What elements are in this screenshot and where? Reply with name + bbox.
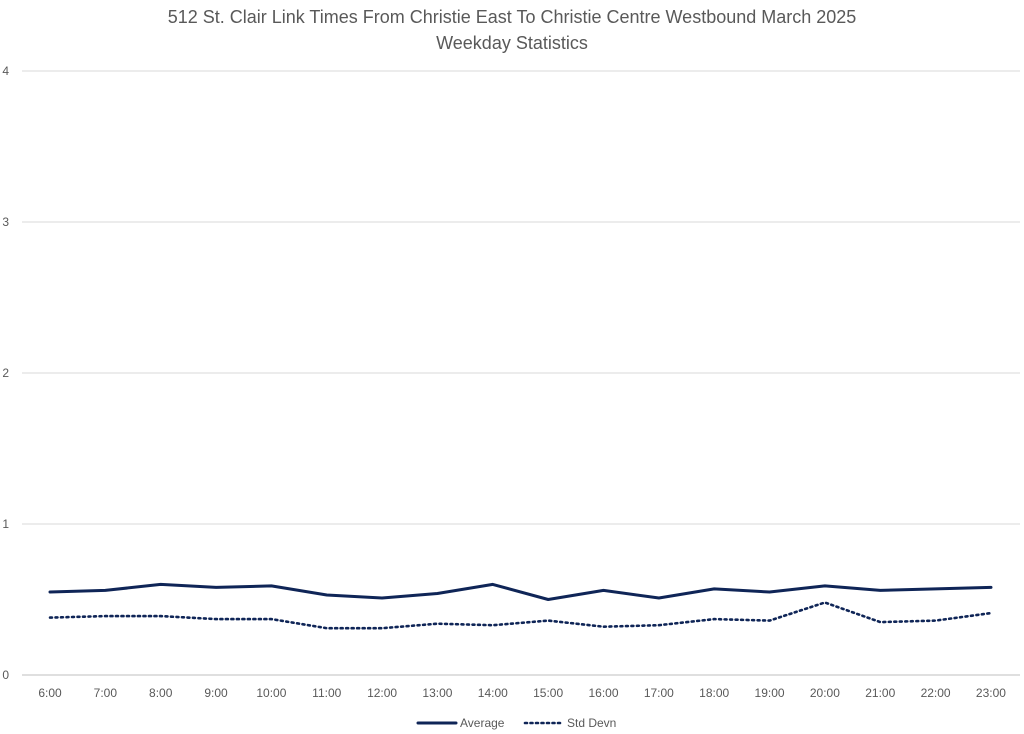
x-tick-label: 8:00 xyxy=(149,686,173,700)
x-tick-label: 12:00 xyxy=(367,686,397,700)
y-tick-label: 2 xyxy=(2,366,9,380)
x-tick-label: 22:00 xyxy=(921,686,951,700)
legend-label: Average xyxy=(460,716,505,730)
chart-title-line1: 512 St. Clair Link Times From Christie E… xyxy=(167,7,857,27)
series-line-average xyxy=(48,582,993,601)
x-tick-label: 16:00 xyxy=(588,686,618,700)
x-tick-label: 11:00 xyxy=(312,686,341,700)
x-tick-label: 13:00 xyxy=(422,686,452,700)
x-tick-label: 18:00 xyxy=(699,686,729,700)
x-tick-label: 7:00 xyxy=(94,686,118,700)
x-tick-label: 21:00 xyxy=(865,686,895,700)
x-tick-label: 10:00 xyxy=(256,686,286,700)
x-tick-label: 19:00 xyxy=(755,686,785,700)
legend-label: Std Devn xyxy=(567,716,616,730)
chart-title-line2: Weekday Statistics xyxy=(436,33,588,53)
x-tick-label: 15:00 xyxy=(533,686,563,700)
x-axis-ticks: 6:00 7:00 8:00 9:00 10:00 11:00 12:00 13:00 14:0… xyxy=(38,686,1006,700)
series-lines xyxy=(48,582,993,630)
x-tick-label: 23:00 xyxy=(976,686,1006,700)
x-tick-label: 17:00 xyxy=(644,686,674,700)
x-tick-label: 6:00 xyxy=(38,686,62,700)
y-tick-label: 3 xyxy=(2,215,9,229)
legend: Average Std Devn xyxy=(416,716,616,730)
y-axis-ticks: 0 1 2 3 4 xyxy=(2,64,9,682)
x-tick-label: 14:00 xyxy=(478,686,508,700)
gridlines xyxy=(22,70,1020,676)
x-tick-label: 9:00 xyxy=(204,686,228,700)
y-tick-label: 4 xyxy=(2,64,9,78)
y-tick-label: 1 xyxy=(2,517,9,531)
chart-title: 512 St. Clair Link Times From Christie E… xyxy=(0,4,1024,56)
y-tick-label: 0 xyxy=(2,668,9,682)
series-line-std-devn xyxy=(48,601,993,630)
x-tick-label: 20:00 xyxy=(810,686,840,700)
